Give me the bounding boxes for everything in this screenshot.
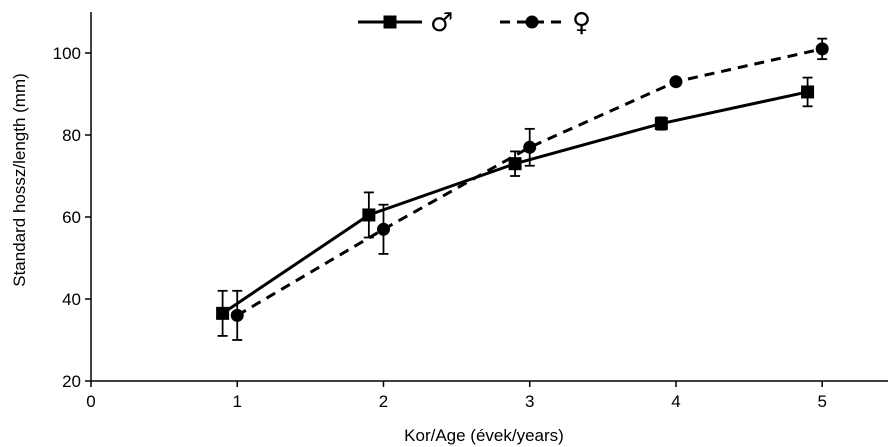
x-tick-label: 0 (86, 392, 95, 411)
y-tick-label: 20 (62, 372, 81, 391)
axes (90, 12, 888, 382)
series-line (236, 47, 823, 317)
legend-label: ♂ (430, 8, 453, 38)
data-point (523, 140, 537, 154)
data-point (815, 42, 829, 56)
y-ticks: 20 40 60 80 100 (53, 44, 91, 391)
x-tick-label: 5 (817, 392, 826, 411)
x-axis-title: Kor/Age (évek/years) (404, 426, 564, 445)
y-tick-label: 80 (62, 126, 81, 145)
x-tick-label: 1 (233, 392, 242, 411)
data-point (508, 157, 522, 171)
data-point (376, 222, 390, 236)
legend: ♂ ♀ (358, 8, 591, 38)
data-point (669, 75, 683, 89)
series-male (216, 76, 815, 337)
data-point (230, 308, 244, 322)
series-female (230, 37, 829, 341)
data-point (216, 306, 230, 320)
x-tick-label: 4 (671, 392, 680, 411)
x-ticks: 0 1 2 3 4 5 (86, 381, 827, 411)
data-point (362, 208, 376, 222)
series-layer (216, 37, 829, 341)
legend-item: ♀ (500, 8, 591, 38)
y-tick-label: 60 (62, 208, 81, 227)
legend-marker (525, 15, 539, 29)
y-tick-label: 40 (62, 290, 81, 309)
y-tick-label: 100 (53, 44, 81, 63)
data-point (654, 117, 668, 131)
x-tick-label: 2 (379, 392, 388, 411)
y-axis-title: Standard hossz/length (mm) (10, 73, 29, 287)
legend-label: ♀ (572, 8, 591, 38)
legend-marker (383, 15, 397, 29)
legend-item: ♂ (358, 8, 453, 38)
x-tick-label: 3 (525, 392, 534, 411)
series-line (221, 90, 808, 315)
data-point (801, 85, 815, 99)
